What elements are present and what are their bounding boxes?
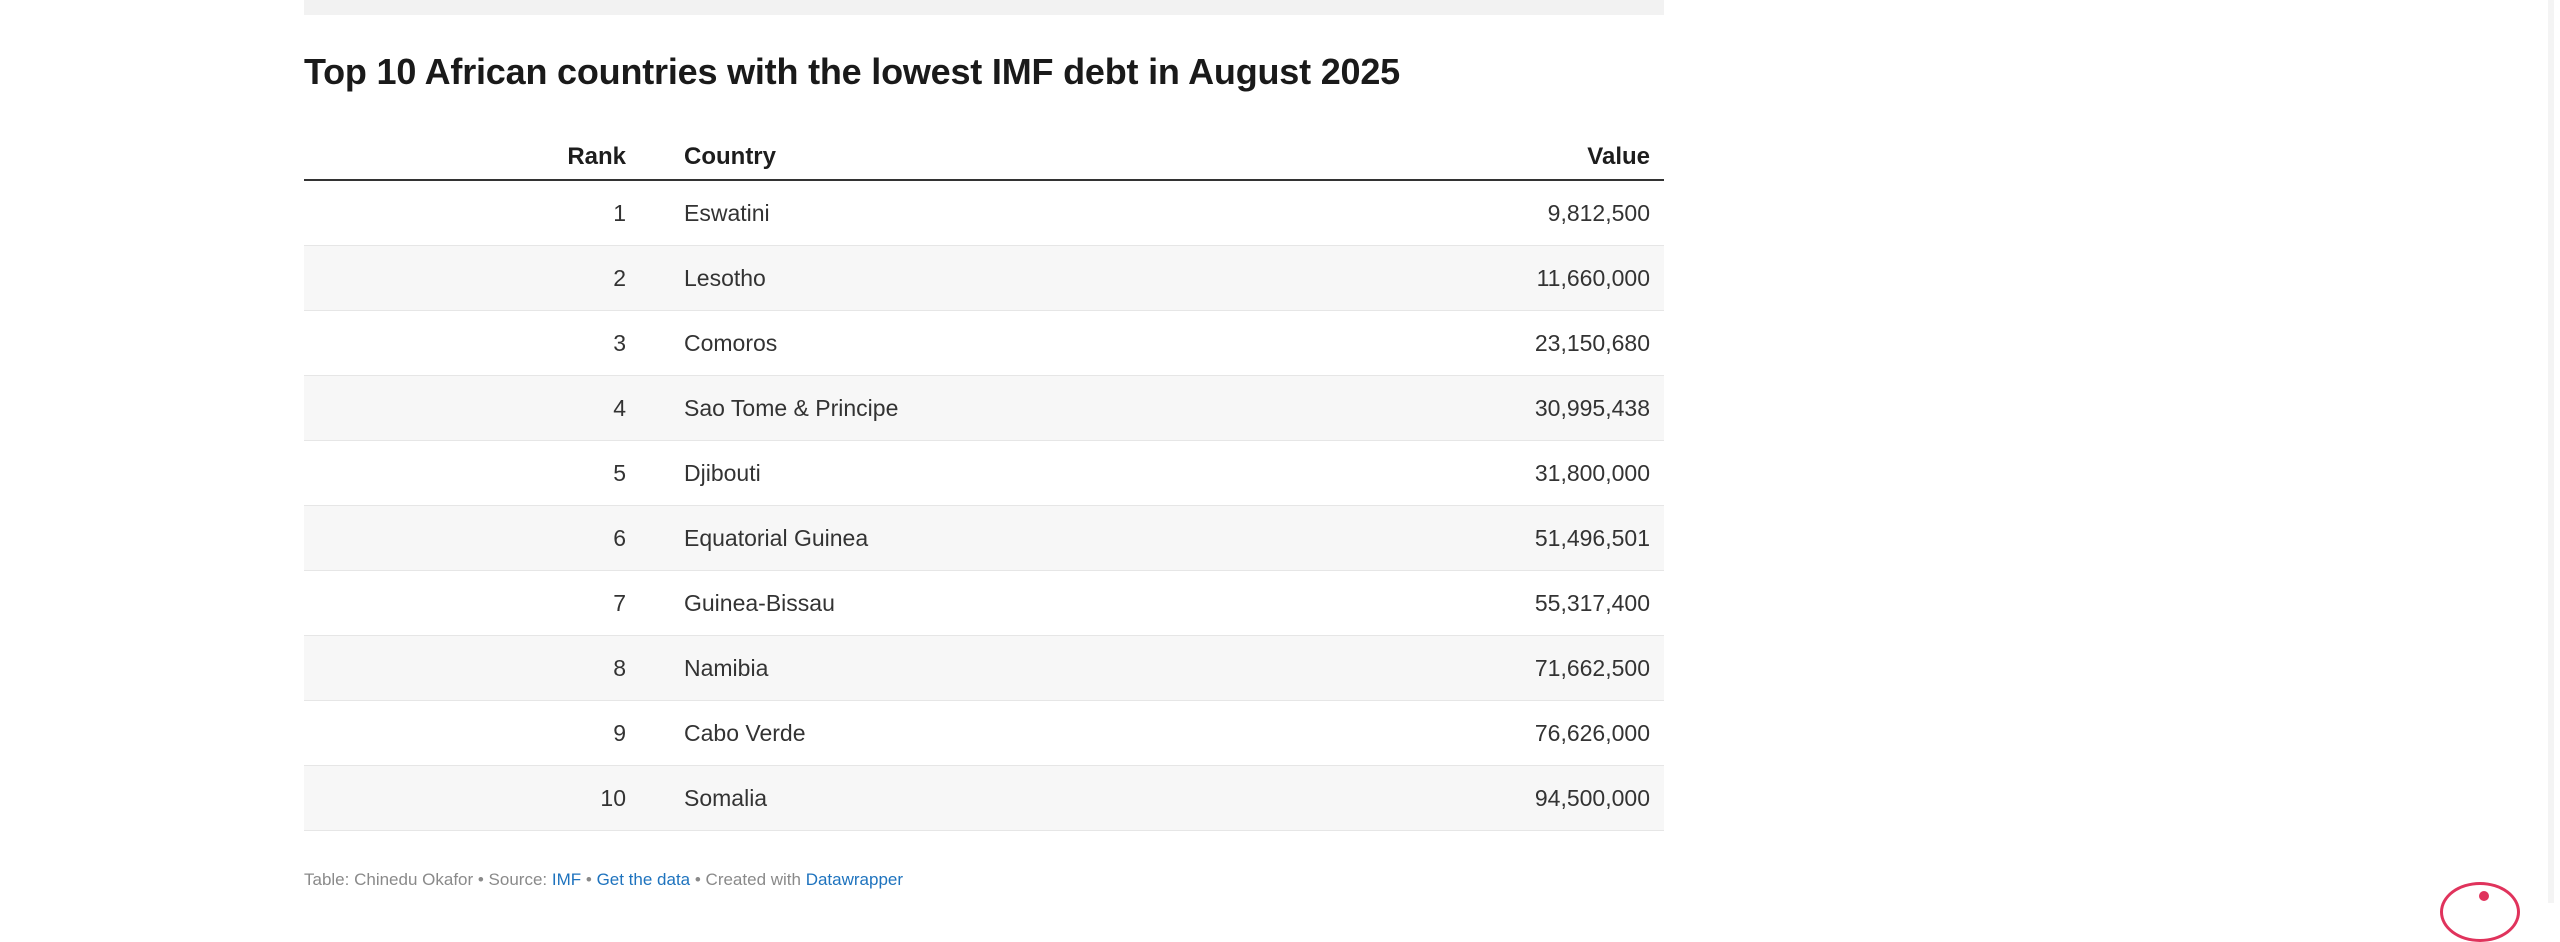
- country-cell: Namibia: [684, 635, 1284, 701]
- country-cell: Lesotho: [684, 245, 1284, 311]
- rank-cell: 6: [304, 505, 684, 571]
- country-cell: Cabo Verde: [684, 700, 1284, 766]
- value-cell: 11,660,000: [1284, 245, 1664, 311]
- source-link[interactable]: IMF: [551, 870, 582, 889]
- table-row: 10 Somalia 94,500,000: [304, 765, 1664, 831]
- table-row: 2 Lesotho 11,660,000: [304, 245, 1664, 311]
- datawrapper-link[interactable]: Datawrapper: [805, 870, 904, 889]
- rank-cell: 2: [304, 245, 684, 311]
- top-band: [304, 0, 1664, 15]
- table-row: 3 Comoros 23,150,680: [304, 310, 1664, 376]
- value-cell: 71,662,500: [1284, 635, 1664, 701]
- rank-cell: 3: [304, 310, 684, 376]
- scrollbar[interactable]: [2548, 0, 2554, 903]
- rank-cell: 7: [304, 570, 684, 636]
- rank-cell: 5: [304, 440, 684, 506]
- get-the-data-link[interactable]: Get the data: [596, 870, 691, 889]
- column-header-country[interactable]: Country: [684, 135, 1284, 181]
- country-cell: Somalia: [684, 765, 1284, 831]
- country-cell: Eswatini: [684, 180, 1284, 246]
- value-cell: 94,500,000: [1284, 765, 1664, 831]
- value-cell: 51,496,501: [1284, 505, 1664, 571]
- value-cell: 23,150,680: [1284, 310, 1664, 376]
- rank-cell: 10: [304, 765, 684, 831]
- footer-credit: Table: Chinedu Okafor • Source:: [304, 870, 552, 889]
- table-body: 1 Eswatini 9,812,500 2 Lesotho 11,660,000 3 Com…: [304, 180, 1664, 831]
- rank-cell: 9: [304, 700, 684, 766]
- table-row: 5 Djibouti 31,800,000: [304, 440, 1664, 506]
- table-row: 1 Eswatini 9,812,500: [304, 180, 1664, 246]
- table-row: 4 Sao Tome & Principe 30,995,438: [304, 375, 1664, 441]
- badge-dot-icon: [2479, 891, 2489, 901]
- table-row: 8 Namibia 71,662,500: [304, 635, 1664, 701]
- footer-created-with: • Created with: [690, 870, 806, 889]
- table-header-row: Rank Country Value: [304, 135, 1664, 181]
- data-table: Rank Country Value 1 Eswatini 9,812,500 2 Le…: [304, 135, 1664, 831]
- rank-cell: 8: [304, 635, 684, 701]
- chart-title: Top 10 African countries with the lowest…: [304, 51, 1400, 92]
- footer-separator: •: [581, 870, 597, 889]
- country-cell: Guinea-Bissau: [684, 570, 1284, 636]
- table-row: 9 Cabo Verde 76,626,000: [304, 700, 1664, 766]
- country-cell: Sao Tome & Principe: [684, 375, 1284, 441]
- datawrapper-table-chart: Top 10 African countries with the lowest…: [304, 50, 1664, 831]
- value-cell: 30,995,438: [1284, 375, 1664, 441]
- column-header-value[interactable]: Value: [1284, 135, 1664, 181]
- value-cell: 76,626,000: [1284, 700, 1664, 766]
- country-cell: Comoros: [684, 310, 1284, 376]
- column-header-rank[interactable]: Rank: [304, 135, 684, 181]
- country-cell: Djibouti: [684, 440, 1284, 506]
- value-cell: 31,800,000: [1284, 440, 1664, 506]
- rank-cell: 4: [304, 375, 684, 441]
- country-cell: Equatorial Guinea: [684, 505, 1284, 571]
- value-cell: 55,317,400: [1284, 570, 1664, 636]
- table-row: 6 Equatorial Guinea 51,496,501: [304, 505, 1664, 571]
- rank-cell: 1: [304, 180, 684, 246]
- table-row: 7 Guinea-Bissau 55,317,400: [304, 570, 1664, 636]
- chart-footer: Table: Chinedu Okafor • Source: IMF • Ge…: [304, 870, 903, 890]
- value-cell: 9,812,500: [1284, 180, 1664, 246]
- floating-badge-icon[interactable]: [2440, 882, 2520, 942]
